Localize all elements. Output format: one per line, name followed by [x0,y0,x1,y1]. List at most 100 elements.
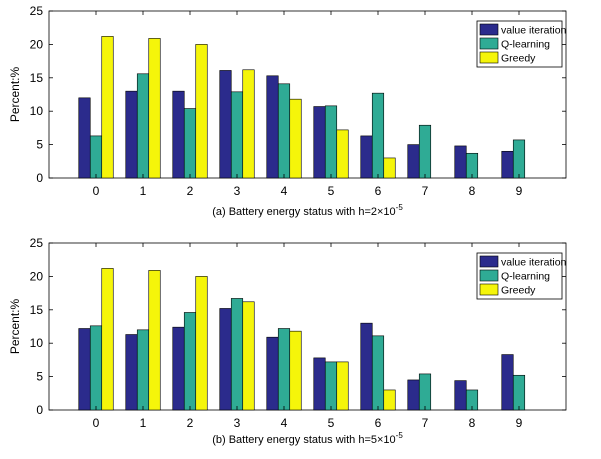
legend-label: Greedy [501,53,536,65]
legend-label: value iteration [501,25,567,37]
y-tick-label: 25 [30,236,44,250]
x-tick-label: 4 [281,416,288,430]
bar-value-iteration-4 [266,336,279,411]
bar-q-learning-0 [89,325,103,411]
bar-value-iteration-1 [125,334,138,411]
y-tick-label: 5 [36,370,43,384]
bar-q-learning-2 [183,312,197,411]
bar-greedy-0 [101,36,114,179]
x-tick-label: 3 [234,416,241,430]
bar-value-iteration-5 [313,106,326,179]
y-axis-label: Percent:% [8,66,22,122]
y-tick-label: 10 [30,104,44,118]
bar-q-learning-5 [324,105,338,179]
bar-q-learning-1 [136,329,150,411]
legend-label: value iteration [501,257,567,269]
bar-greedy-5 [336,361,349,411]
bar-greedy-1 [148,270,161,411]
bar-q-learning-7 [418,373,432,411]
bar-greedy-6 [383,389,396,411]
bar-greedy-5 [336,129,349,179]
x-tick-label: 8 [469,416,476,430]
bar-value-iteration-3 [219,70,232,179]
y-tick-label: 0 [36,403,43,417]
bar-greedy-3 [242,69,255,179]
bar-greedy-4 [289,98,302,179]
bar-q-learning-4 [277,83,291,179]
x-tick-label: 4 [281,184,288,198]
legend-swatch [479,269,499,282]
bar-value-iteration-2 [172,326,185,411]
x-tick-label: 1 [140,416,147,430]
bar-value-iteration-2 [172,90,185,179]
bar-q-learning-4 [277,328,291,411]
panel-caption: (a) Battery energy status with h=2×10-5 [212,203,403,218]
y-axis-label: Percent:% [8,298,22,354]
bar-greedy-6 [383,157,396,179]
bar-q-learning-0 [89,135,103,179]
bar-value-iteration-1 [125,90,138,179]
x-tick-label: 0 [93,184,100,198]
bar-q-learning-3 [230,91,244,179]
x-tick-label: 1 [140,184,147,198]
bar-value-iteration-6 [360,135,373,179]
panel-caption: (b) Battery energy status with h=5×10-5 [212,431,403,446]
bar-greedy-0 [101,268,114,411]
x-tick-label: 7 [422,416,429,430]
caption-exponent: -5 [396,203,404,212]
bar-value-iteration-0 [78,97,91,179]
y-tick-label: 5 [36,138,43,152]
y-tick-label: 20 [30,37,44,51]
x-tick-label: 9 [516,416,523,430]
x-tick-label: 5 [328,416,335,430]
legend-swatch [479,51,499,64]
bar-value-iteration-7 [407,379,420,411]
x-tick-label: 6 [375,184,382,198]
y-tick-label: 20 [30,269,44,283]
caption-exponent: -5 [396,431,404,440]
bar-q-learning-5 [324,361,338,411]
bar-q-learning-1 [136,73,150,179]
legend-label: Q-learning [501,271,550,283]
bar-value-iteration-9 [501,150,514,179]
x-tick-label: 6 [375,416,382,430]
x-tick-label: 2 [187,184,194,198]
chart-panel-b: 0 5 10 15 20 25 0 1 2 3 4 5 6 7 8 9 Percent:% (b) Battery… [8,236,567,446]
y-tick-label: 25 [30,4,44,18]
y-tick-label: 15 [30,71,44,85]
x-tick-label: 2 [187,416,194,430]
bar-q-learning-6 [371,335,385,411]
bar-value-iteration-8 [454,380,467,411]
bar-greedy-3 [242,301,255,411]
bar-q-learning-9 [512,139,526,179]
bar-value-iteration-6 [360,322,373,411]
bar-greedy-4 [289,330,302,411]
x-tick-label: 3 [234,184,241,198]
legend-label: Greedy [501,285,536,297]
y-tick-label: 0 [36,171,43,185]
y-tick-label: 10 [30,336,44,350]
legend-swatch [479,255,499,268]
x-tick-label: 5 [328,184,335,198]
bar-value-iteration-3 [219,308,232,411]
legend-label: Q-learning [501,39,550,51]
bar-q-learning-2 [183,108,197,179]
bar-value-iteration-0 [78,328,91,411]
y-tick-label: 15 [30,303,44,317]
x-tick-label: 9 [516,184,523,198]
bar-q-learning-3 [230,298,244,411]
x-tick-label: 0 [93,416,100,430]
legend-swatch [479,23,499,36]
x-tick-label: 8 [469,184,476,198]
bar-q-learning-6 [371,92,385,179]
legend-swatch [479,37,499,50]
chart-panel-a: 0 5 10 15 20 25 0 1 2 3 4 5 6 7 8 9 Percent:% (a) Battery… [8,4,567,218]
legend-swatch [479,283,499,296]
bar-greedy-2 [195,44,208,179]
bar-value-iteration-5 [313,357,326,411]
bar-value-iteration-9 [501,354,514,411]
bar-value-iteration-4 [266,75,279,179]
x-tick-label: 7 [422,184,429,198]
